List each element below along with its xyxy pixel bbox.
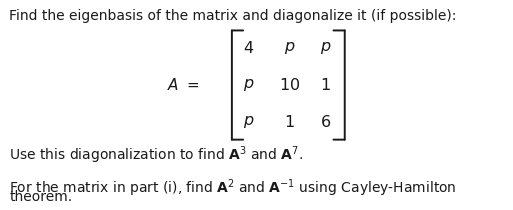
Text: $\mathit{A}\ =$: $\mathit{A}\ =$ <box>167 77 199 93</box>
Text: Find the eigenbasis of the matrix and diagonalize it (if possible):: Find the eigenbasis of the matrix and di… <box>9 9 457 24</box>
Text: $\mathit{p}$: $\mathit{p}$ <box>284 40 295 56</box>
Text: Use this diagonalization to find $\mathbf{A}^3$ and $\mathbf{A}^7$.: Use this diagonalization to find $\mathb… <box>9 145 303 167</box>
Text: $\mathrm{6}$: $\mathrm{6}$ <box>320 114 331 130</box>
Text: $\mathrm{1}$: $\mathrm{1}$ <box>321 77 331 93</box>
Text: theorem.: theorem. <box>9 190 72 204</box>
Text: $\mathrm{10}$: $\mathrm{10}$ <box>279 77 301 93</box>
Text: $\mathit{p}$: $\mathit{p}$ <box>320 40 331 56</box>
Text: $\mathit{p}$: $\mathit{p}$ <box>243 114 254 130</box>
Text: For the matrix in part (i), find $\mathbf{A}^2$ and $\mathbf{A}^{-1}$ using Cayl: For the matrix in part (i), find $\mathb… <box>9 177 457 199</box>
Text: $\mathit{p}$: $\mathit{p}$ <box>243 77 254 93</box>
Text: $\mathrm{4}$: $\mathrm{4}$ <box>243 40 254 56</box>
Text: $\mathrm{1}$: $\mathrm{1}$ <box>285 114 295 130</box>
